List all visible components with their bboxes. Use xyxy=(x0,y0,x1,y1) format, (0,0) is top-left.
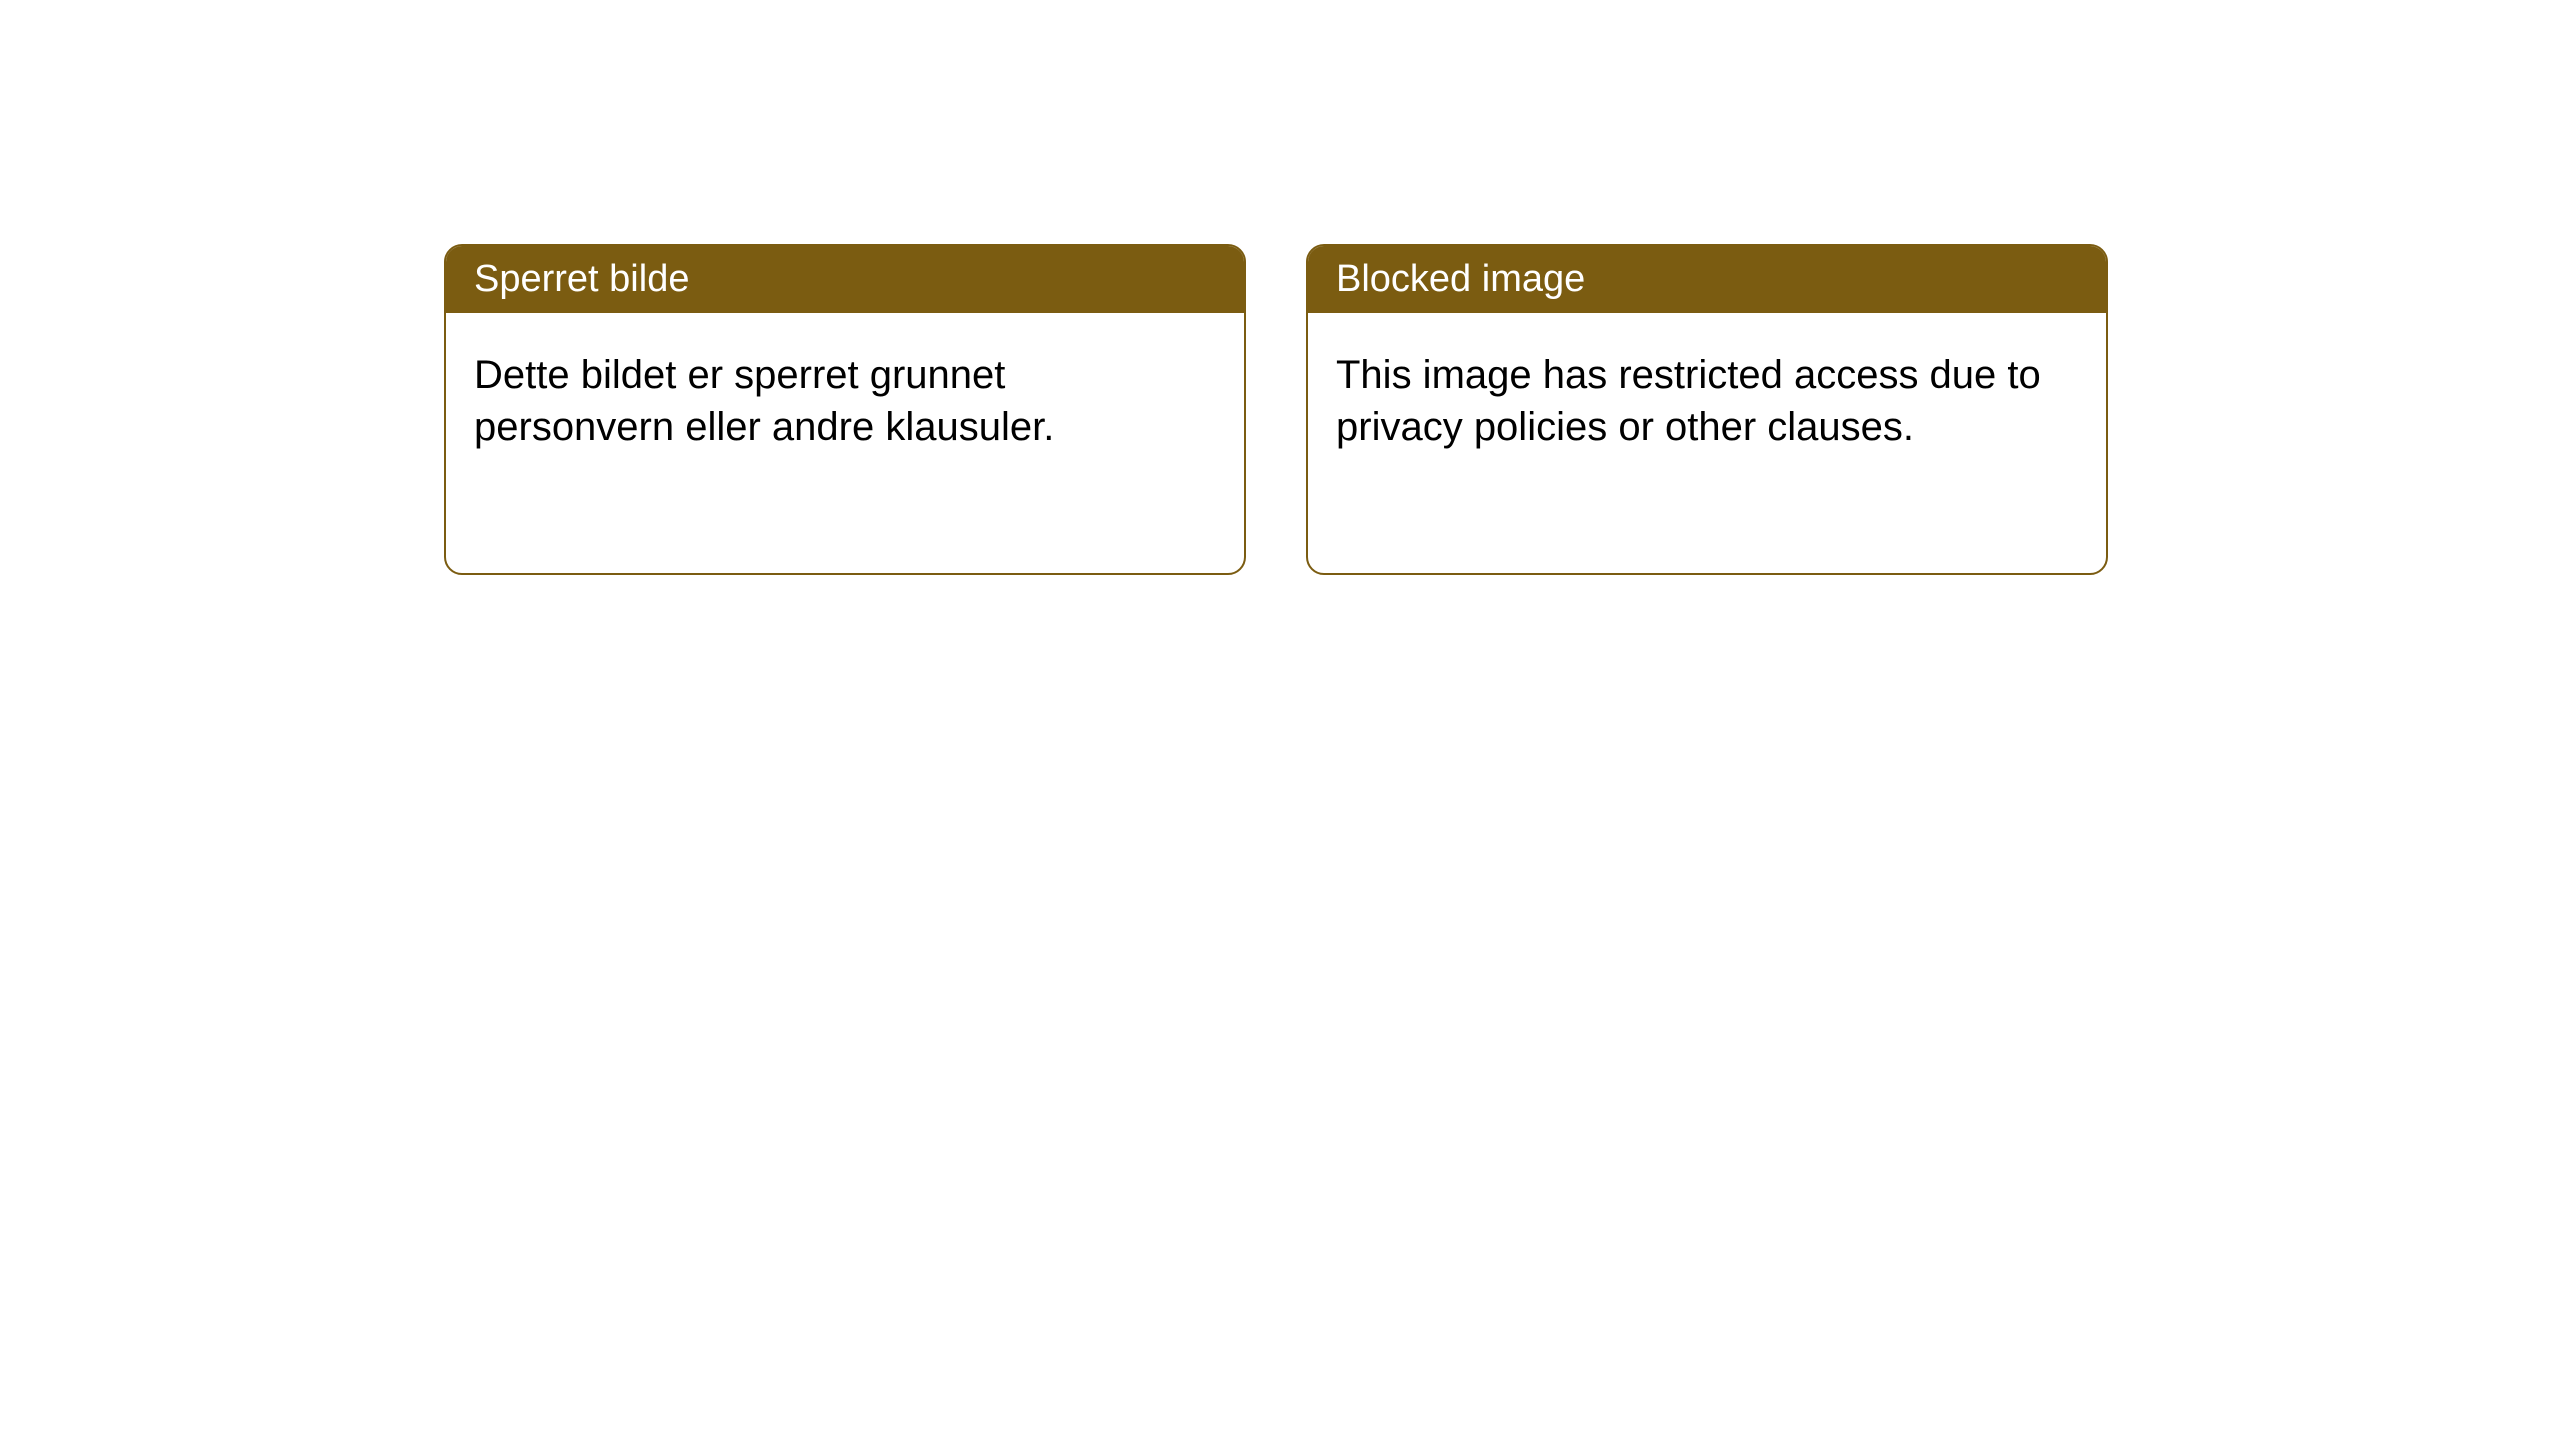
card-body: Dette bildet er sperret grunnet personve… xyxy=(446,313,1244,573)
card-header: Blocked image xyxy=(1308,246,2106,313)
card-header: Sperret bilde xyxy=(446,246,1244,313)
notice-card-norwegian: Sperret bilde Dette bildet er sperret gr… xyxy=(444,244,1246,575)
card-body-text: This image has restricted access due to … xyxy=(1336,353,2041,449)
card-title: Sperret bilde xyxy=(474,258,689,300)
blocked-image-notices: Sperret bilde Dette bildet er sperret gr… xyxy=(444,244,2108,575)
card-title: Blocked image xyxy=(1336,258,1585,300)
card-body-text: Dette bildet er sperret grunnet personve… xyxy=(474,353,1054,449)
notice-card-english: Blocked image This image has restricted … xyxy=(1306,244,2108,575)
card-body: This image has restricted access due to … xyxy=(1308,313,2106,573)
